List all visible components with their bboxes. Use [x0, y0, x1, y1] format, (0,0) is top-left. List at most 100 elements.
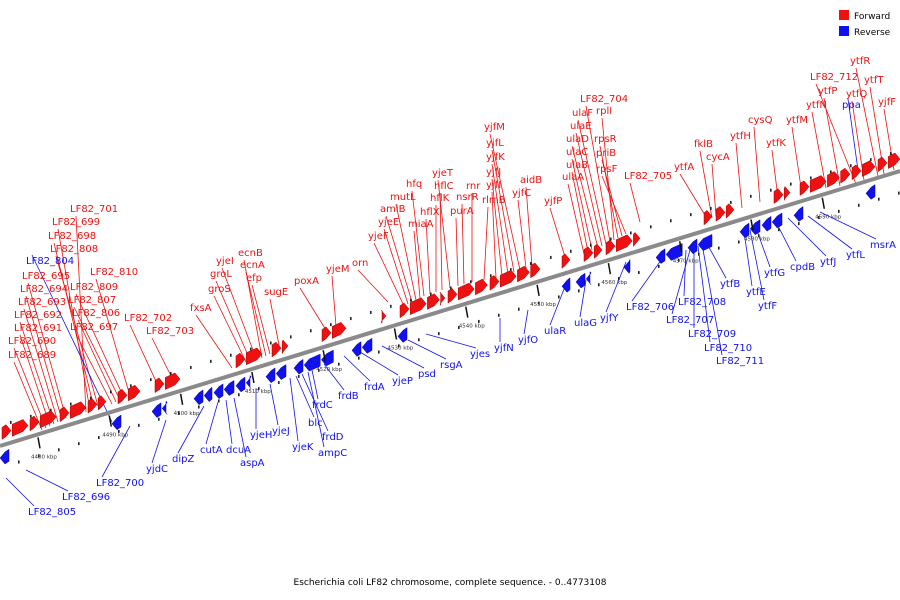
forward-gene-2-1: [11, 419, 29, 437]
forward-gene-leader-31: [385, 215, 413, 303]
forward-gene-leader-42: [483, 206, 489, 281]
dot-mark-upper-570: [570, 249, 572, 253]
dot-mark-upper-850: [850, 164, 852, 168]
reverse-gene-label-19: psd: [418, 369, 436, 380]
forward-gene-490-0: [489, 275, 500, 291]
dot-mark-lower-390: [398, 344, 400, 348]
forward-gene-leader-74: [855, 67, 879, 177]
reverse-gene-112-0: [111, 414, 122, 431]
reverse-gene-label-12: blc: [308, 418, 323, 429]
reverse-gene-740-1: [749, 219, 761, 236]
legend-forward-label: Forward: [854, 12, 890, 22]
reverse-gene-label-15: frdC: [312, 400, 333, 411]
dot-mark-lower-730: [738, 240, 740, 244]
forward-gene-322-0: [321, 326, 332, 343]
reverse-gene-label-33: ytfB: [720, 279, 740, 290]
forward-gene-400-1: [409, 297, 427, 316]
reverse-gene-leader-17: [343, 355, 371, 382]
forward-gene-label-3: LF82_692: [14, 310, 62, 321]
forward-gene-852-1: [861, 160, 876, 177]
forward-gene-label-8: LF82_806: [72, 308, 120, 319]
dot-mark-upper-110: [110, 390, 112, 394]
reverse-gene-leader-18: [359, 351, 399, 376]
tick-label-4590: 4590 kbp: [815, 215, 841, 221]
dot-mark-upper-830: [830, 170, 832, 174]
forward-gene-label-26: poxA: [294, 276, 319, 287]
forward-gene-label-2: LF82_691: [14, 323, 62, 334]
forward-gene-label-35: hflX: [420, 207, 440, 218]
dot-mark-lower-430: [438, 332, 440, 336]
dot-mark-upper-650: [650, 225, 652, 229]
dot-mark-lower-310: [318, 368, 320, 372]
forward-gene-490-2: [517, 265, 530, 283]
forward-gene-label-38: yjeT: [432, 168, 454, 179]
forward-gene-leader-16: [129, 324, 161, 391]
dot-mark-lower-410: [418, 338, 420, 342]
reverse-gene-leader-10: [269, 383, 279, 426]
forward-gene-label-75: ytfT: [864, 75, 884, 86]
dot-mark-upper-150: [150, 378, 152, 382]
forward-gene-label-59: rpsR: [594, 134, 617, 145]
forward-gene-leader-71: [823, 97, 841, 187]
forward-gene-label-66: ytfH: [730, 131, 751, 142]
reverse-gene-762-1: [771, 212, 783, 229]
forward-gene-leader-28: [357, 269, 389, 303]
dot-mark-upper-670: [670, 219, 672, 223]
dot-mark-lower-190: [198, 405, 200, 409]
forward-gene-leader-1: [13, 347, 47, 429]
dot-mark-lower-90: [98, 436, 100, 440]
forward-gene-label-40: nsrR: [456, 192, 479, 203]
dot-mark-upper-530: [530, 262, 532, 266]
forward-gene-label-28: orn: [352, 258, 368, 269]
tick-mark-4580: [750, 219, 754, 231]
forward-gene-leader-3: [19, 321, 55, 425]
dot-mark-upper-870: [870, 158, 872, 162]
reverse-gene-label-13: frdD: [322, 432, 344, 443]
forward-gene-382-0: [380, 309, 387, 324]
forward-gene-leader-27: [331, 275, 337, 327]
forward-gene-label-15: LF82_701: [70, 204, 118, 215]
forward-gene-272-0: [271, 341, 282, 358]
forward-gene-label-45: yjfK: [486, 152, 505, 163]
reverse-gene-leader-23: [523, 309, 529, 335]
forward-gene-leader-66: [735, 142, 743, 209]
forward-gene-label-17: LF82_703: [146, 326, 194, 337]
dot-mark-lower-30: [38, 454, 40, 458]
reverse-gene-794-0: [793, 206, 804, 222]
reverse-gene-294-0: [293, 358, 304, 375]
forward-gene-774-0: [773, 188, 784, 204]
reverse-gene-label-40: msrA: [870, 240, 896, 251]
reverse-gene-label-17: frdA: [364, 382, 385, 393]
forward-gene-leader-7: [75, 333, 113, 405]
reverse-gene-label-4: yjdC: [146, 464, 168, 475]
forward-gene-88-0: [87, 398, 98, 414]
forward-gene-leader-70: [811, 111, 827, 189]
tick-label-4540: 4540 kbp: [459, 324, 485, 330]
tick-label-4510: 4510 kbp: [245, 389, 271, 395]
forward-gene-label-36: hflK: [430, 193, 450, 204]
forward-gene-272-1: [281, 339, 289, 354]
dot-mark-lower-10: [18, 460, 20, 464]
tick-label-4490: 4490 kbp: [102, 433, 128, 439]
reverse-gene-leader-25: [579, 279, 587, 318]
reverse-gene-label-7: dcuA: [226, 445, 251, 456]
reverse-gene-label-0: LF82_804: [26, 256, 74, 267]
forward-gene-584-0: [583, 246, 594, 263]
reverse-gene-label-8: aspA: [240, 458, 265, 469]
chromosome-backbone: [0, 169, 900, 448]
reverse-gene-label-6: cutA: [200, 445, 223, 456]
dot-mark-upper-230: [230, 353, 232, 357]
forward-gene-leader-24: [243, 259, 263, 359]
forward-gene-label-44: yjfJ: [486, 167, 501, 178]
forward-gene-label-27: yjeM: [326, 264, 349, 275]
reverse-gene-leader-11: [289, 377, 299, 442]
dot-mark-lower-570: [578, 289, 580, 293]
reverse-gene-236-0: [235, 376, 246, 393]
dot-mark-lower-130: [138, 423, 140, 427]
dot-mark-lower-590: [598, 283, 600, 287]
forward-gene-leader-20: [215, 280, 251, 361]
forward-gene-label-12: LF82_808: [50, 244, 98, 255]
forward-gene-leader-69: [791, 126, 803, 195]
tick-mark-4570: [678, 241, 683, 253]
forward-gene-leader-55: [575, 132, 603, 247]
